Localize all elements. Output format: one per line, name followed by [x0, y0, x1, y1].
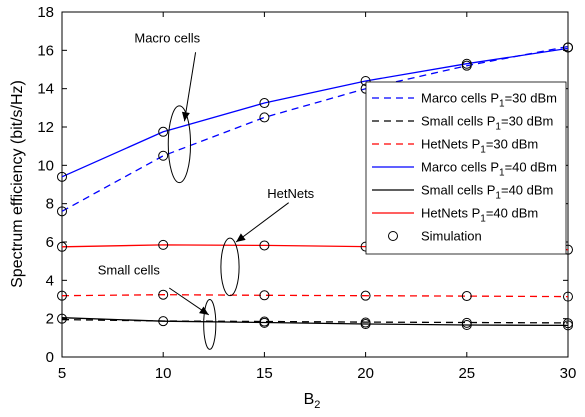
annotation-ellipse [220, 237, 240, 297]
legend-label-main: HetNets P [421, 206, 480, 221]
legend-label-subscript: 1 [499, 168, 505, 179]
annotation-arrowhead [199, 306, 209, 315]
legend-label-tail: =40 dBm [501, 183, 553, 198]
legend-label-main: Small cells P [421, 114, 495, 129]
y-tick-label: 0 [46, 349, 54, 366]
legend-label: Marco cells P1=40 dBm [421, 160, 557, 179]
x-axis-title: B2 [304, 391, 321, 411]
x-tick-label: 10 [155, 365, 172, 382]
tick-labels: 5 10 15 20 25 30 0 2 4 6 8 10 12 14 16 18 [37, 4, 576, 382]
annotation-label: Macro cells [134, 31, 200, 46]
simulation-marker [259, 112, 270, 123]
x-tick-label: 20 [357, 365, 374, 382]
x-tick-label: 25 [458, 365, 475, 382]
simulation-marker [57, 241, 67, 252]
simulation-marker [563, 320, 573, 331]
legend-label-main: HetNets P [421, 137, 480, 152]
legend-label: HetNets P1=40 dBm [421, 206, 538, 225]
series-line-4 [61, 47, 569, 178]
simulation-marker [360, 319, 371, 330]
simulation-marker [563, 42, 573, 53]
y-tick-label: 12 [37, 119, 54, 136]
x-axis-title-main: B [304, 391, 315, 408]
y-tick-label: 18 [37, 4, 54, 21]
annotation-label: Small cells [98, 263, 161, 278]
legend-label: HetNets P1=30 dBm [421, 137, 538, 156]
simulation-marker [57, 206, 67, 217]
simulation-marker [158, 239, 169, 250]
simulation-marker [158, 289, 169, 300]
legend-label: Marco cells P1=30 dBm [421, 91, 557, 110]
annotation-arrowhead [181, 111, 190, 122]
legend-label-main: Marco cells P [421, 91, 499, 106]
legend-label-tail: =30 dBm [486, 137, 538, 152]
x-tick-label: 5 [58, 365, 66, 382]
simulation-marker [57, 171, 67, 182]
legend-label-tail: =30 dBm [505, 91, 557, 106]
y-tick-label: 8 [46, 196, 54, 213]
tick-marks [61, 11, 569, 358]
legend-label-subscript: 1 [480, 145, 486, 156]
annotation-arrow-line [183, 52, 197, 122]
series-line-3 [61, 294, 569, 298]
legend-label: Simulation [421, 229, 482, 244]
legend-label-subscript: 1 [480, 214, 486, 225]
simulation-marker [563, 291, 573, 302]
legend-marker-sample [388, 231, 398, 241]
simulation-marker [259, 98, 270, 109]
simulation-marker [461, 319, 472, 330]
simulation-marker [57, 290, 67, 301]
legend-label-main: Small cells P [421, 183, 495, 198]
series-lines [61, 45, 569, 327]
x-axis-title-subscript: 2 [314, 399, 320, 411]
simulation-marker [360, 290, 371, 301]
y-tick-label: 6 [46, 234, 54, 251]
legend-label-tail: =40 dBm [505, 160, 557, 175]
legend-label-subscript: 1 [495, 191, 501, 202]
simulation-marker [461, 291, 472, 302]
annotation-ellipse [167, 105, 192, 184]
simulation-marker [57, 313, 67, 324]
legend-box [365, 81, 567, 255]
annotation-label: HetNets [267, 186, 314, 201]
y-tick-label: 10 [37, 157, 54, 174]
simulation-marker [158, 150, 169, 161]
y-tick-label: 14 [37, 81, 54, 98]
legend-label-subscript: 1 [499, 99, 505, 110]
simulation-marker [158, 126, 169, 137]
legend-label-tail: =40 dBm [486, 206, 538, 221]
legend-label-subscript: 1 [495, 122, 501, 133]
legend-label: Small cells P1=30 dBm [421, 114, 553, 133]
simulation-marker [158, 316, 169, 327]
legend-label: Small cells P1=40 dBm [421, 183, 553, 202]
simulation-marker [259, 317, 270, 328]
simulation-marker [461, 60, 472, 71]
y-tick-label: 4 [46, 272, 54, 289]
annotation-ellipse [203, 299, 217, 350]
y-tick-label: 2 [46, 311, 54, 328]
annotations: Macro cells HetNets Small cells [98, 31, 315, 350]
simulation-marker [259, 290, 270, 301]
y-tick-label: 16 [37, 42, 54, 59]
x-tick-label: 15 [256, 365, 273, 382]
simulation-marker [259, 240, 270, 251]
annotation-arrowhead [236, 233, 246, 242]
y-axis-title: Spectrum efficiency (bit/s/Hz) [9, 80, 26, 288]
annotation-arrow-line [235, 202, 289, 243]
legend-label-main: Marco cells P [421, 160, 499, 175]
legend-label-tail: =30 dBm [501, 114, 553, 129]
x-tick-label: 30 [560, 365, 577, 382]
series-line-1 [61, 45, 569, 212]
series-line-5 [61, 317, 569, 327]
